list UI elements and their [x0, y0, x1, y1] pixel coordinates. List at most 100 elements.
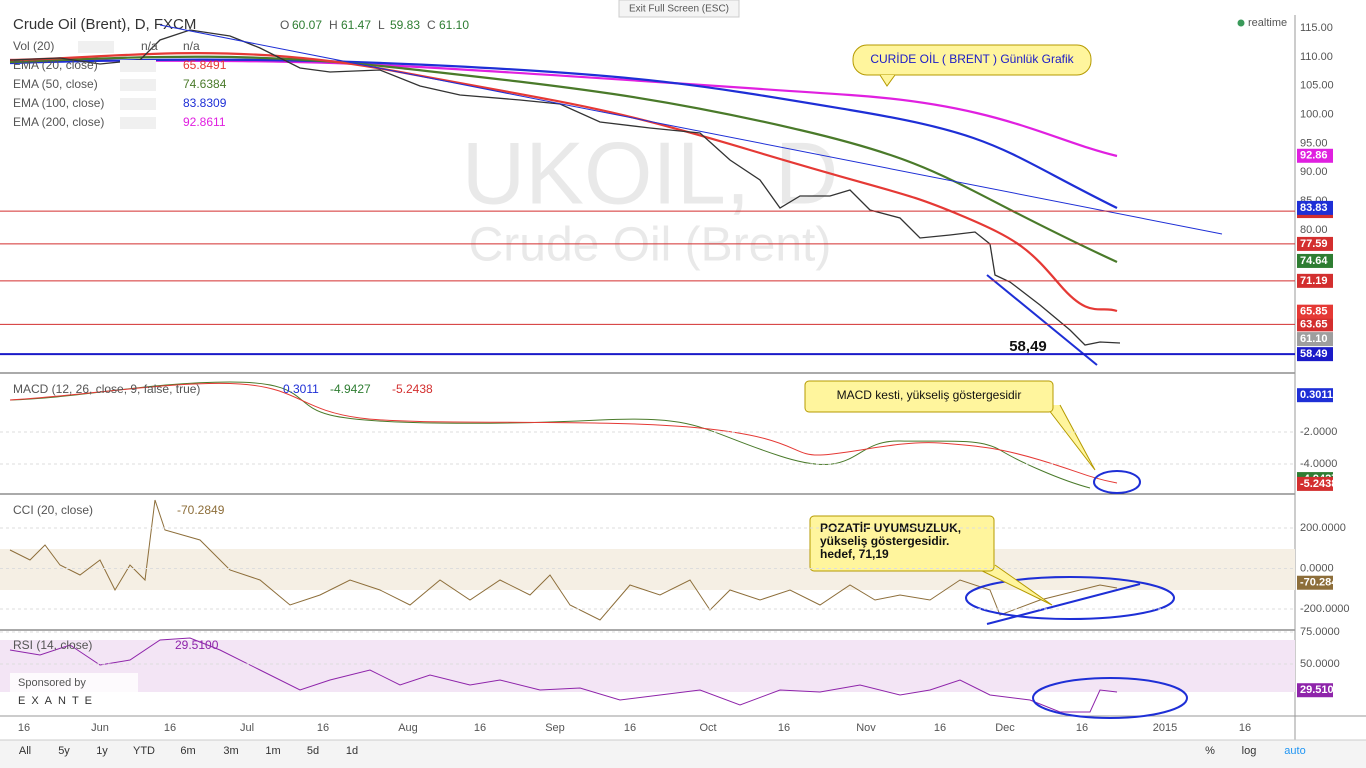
price-badge: 74.64	[1297, 253, 1333, 268]
ohlc-key: H	[329, 18, 338, 32]
ohlc-value: 59.83	[390, 18, 420, 32]
legend-name: EMA (50, close)	[13, 77, 98, 91]
scale-button[interactable]: log	[1242, 745, 1257, 757]
panel-value: 29.5100	[175, 638, 219, 652]
badge-bg	[1297, 683, 1333, 698]
range-button[interactable]: All	[19, 745, 31, 757]
time-label: 16	[1076, 722, 1088, 734]
price-badge: -5.2438	[1297, 476, 1337, 491]
badge-label: 71.19	[1300, 275, 1328, 287]
legend-name: Vol (20)	[13, 39, 54, 53]
badge-bg	[1297, 253, 1333, 268]
badge-bg	[1297, 476, 1333, 491]
badge-bg	[1297, 347, 1333, 362]
legend-value: n/a	[183, 39, 200, 53]
price-badge: 63.65	[1297, 317, 1333, 332]
panel-value: -4.9427	[330, 382, 371, 396]
scale-button[interactable]: auto	[1284, 745, 1305, 757]
legend-value: n/a	[141, 39, 158, 53]
badge-label: 63.65	[1300, 318, 1328, 330]
price-badge: 58.49	[1297, 347, 1333, 362]
badge-label: 61.10	[1300, 333, 1328, 345]
panel-value: -70.2849	[177, 503, 225, 517]
watermark: Crude Oil (Brent)	[469, 219, 832, 272]
price-badge: 61.10	[1297, 332, 1333, 347]
badge-label: 83.83	[1300, 202, 1328, 214]
exit-fullscreen[interactable]: Exit Full Screen (ESC)	[629, 4, 729, 15]
axis-label: 80.00	[1300, 224, 1328, 236]
legend-value: 92.8611	[183, 115, 226, 129]
range-button[interactable]: 1y	[96, 745, 108, 757]
ohlc-value: 61.47	[341, 18, 371, 32]
axis-label: 50.0000	[1300, 658, 1340, 670]
sponsor[interactable]: EXANTE	[18, 695, 98, 707]
price-badge: 77.59	[1297, 236, 1333, 251]
time-label: 16	[934, 722, 946, 734]
price-badge: 83.83	[1297, 200, 1333, 215]
range-button[interactable]: 5y	[58, 745, 70, 757]
axis-label: 0.0000	[1300, 562, 1334, 574]
price-badge: 92.86	[1297, 148, 1333, 163]
badge-label: 0.3011	[1300, 389, 1333, 401]
axis-label: 115.00	[1300, 22, 1333, 34]
range-button[interactable]: 1m	[265, 745, 280, 757]
time-label: Oct	[699, 722, 716, 734]
support-label: 58,49	[1009, 338, 1047, 355]
badge-bg	[1297, 200, 1333, 215]
legend-name: EMA (20, close)	[13, 58, 98, 72]
range-button[interactable]: 3m	[223, 745, 238, 757]
legend-icons	[120, 98, 156, 110]
badge-bg	[1297, 273, 1333, 288]
axis-label: 100.00	[1300, 108, 1334, 120]
badge-bg	[1297, 388, 1333, 403]
annotation: MACD kesti, yükseliş göstergesidir	[837, 388, 1022, 402]
symbol: Crude Oil (Brent), D, FXCM	[13, 16, 196, 33]
watermark: UKOIL, D	[462, 123, 839, 222]
legend-name: EMA (200, close)	[13, 115, 104, 129]
legend-icons	[78, 41, 114, 53]
time-label: 16	[778, 722, 790, 734]
time-label: 16	[624, 722, 636, 734]
badge-label: 74.64	[1300, 255, 1328, 267]
time-label: 16	[474, 722, 486, 734]
ohlc-value: 61.10	[439, 18, 469, 32]
badge-bg	[1297, 148, 1333, 163]
legend-name: EMA (100, close)	[13, 96, 104, 110]
time-label: Aug	[398, 722, 418, 734]
badge-label: -5.2438	[1300, 478, 1337, 490]
panel-name: CCI (20, close)	[13, 503, 93, 517]
badge-label: 65.85	[1300, 306, 1328, 318]
axis-label: -200.0000	[1300, 603, 1350, 615]
legend-icons	[120, 79, 156, 91]
panel-value: 0.3011	[283, 382, 319, 396]
axis-label: 110.00	[1300, 51, 1333, 63]
annotation: CURİDE OİL ( BRENT ) Günlük Grafik	[870, 52, 1074, 66]
axis-label: 105.00	[1300, 80, 1334, 92]
time-label: Sep	[545, 722, 565, 734]
time-label: Nov	[856, 722, 876, 734]
axis-label: -2.0000	[1300, 426, 1337, 438]
sponsored: Sponsored by	[18, 677, 86, 689]
annotation: hedef, 71,19	[820, 547, 889, 561]
scale-button[interactable]: %	[1205, 745, 1215, 757]
axis-label: 90.00	[1300, 166, 1328, 178]
panel-value: -5.2438	[392, 382, 433, 396]
range-button[interactable]: 6m	[180, 745, 195, 757]
badge-bg	[1297, 575, 1333, 590]
panel-name: MACD (12, 26, close, 9, false, true)	[13, 382, 200, 396]
realtime: realtime	[1248, 17, 1287, 29]
legend-value: 83.8309	[183, 96, 227, 110]
axis-label: 75.0000	[1300, 626, 1340, 638]
range-button[interactable]: YTD	[133, 745, 155, 757]
axis-label: 200.0000	[1300, 522, 1346, 534]
annotation: yükseliş göstergesidir.	[820, 534, 949, 548]
time-label: 16	[164, 722, 176, 734]
badge-label: 58.49	[1300, 348, 1328, 360]
time-label: Jun	[91, 722, 109, 734]
legend-icons	[120, 117, 156, 129]
range-button[interactable]: 5d	[307, 745, 319, 757]
price-badge: 29.5100	[1297, 683, 1340, 698]
range-button[interactable]: 1d	[346, 745, 358, 757]
ohlc-key: L	[378, 18, 385, 32]
